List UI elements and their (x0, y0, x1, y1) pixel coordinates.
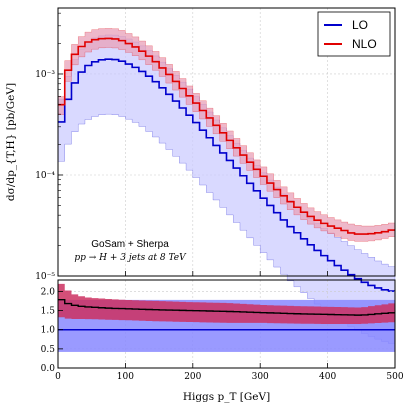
ratio-nlo-line (58, 299, 395, 316)
ratio-y-tick-label: 1.0 (41, 326, 56, 336)
ratio-series-lines (58, 299, 395, 331)
line-lo (58, 58, 395, 292)
ratio-y-ticks: 0.0 0.5 1.0 1.5 2.0 (41, 287, 63, 374)
main-y-axis-label: dσ/dp_{T,H} [pb/GeV] (5, 83, 17, 201)
legend-nlo-label: NLO (352, 37, 377, 51)
ratio-panel: 0.0 0.5 1.0 1.5 2.0 0 100 200 300 400 500 Higgs p… (41, 279, 404, 403)
main-panel: 10⁻⁵ 10⁻⁴ 10⁻³ dσ/dp_{T,H} [pb/GeV] LO NLO… (5, 7, 396, 344)
main-y-tick-label: 10⁻⁵ (35, 272, 55, 282)
main-series-lines (58, 37, 395, 292)
line-nlo (58, 37, 395, 235)
ratio-y-tick-label: 1.5 (41, 307, 56, 317)
ratio-y-tick-label: 2.0 (41, 287, 56, 297)
x-axis-label: Higgs p_T [GeV] (183, 391, 270, 403)
x-tick-label: 0 (55, 372, 61, 382)
annotation-generator: GoSam + Sherpa (91, 239, 169, 250)
main-plot-frame (57, 7, 396, 277)
ratio-y-tick-label: 0.0 (41, 364, 56, 374)
x-tick-label: 200 (184, 372, 201, 382)
x-tick-label: 300 (252, 372, 269, 382)
legend-box (317, 11, 391, 57)
ratio-plot-frame (57, 279, 396, 369)
ratio-y-tick-label: 0.5 (41, 345, 56, 355)
main-y-ticks: 10⁻⁵ 10⁻⁴ 10⁻³ (35, 12, 396, 282)
annotation-process: pp → H + 3 jets at 8 TeV (74, 253, 187, 263)
main-y-tick-label: 10⁻³ (35, 70, 55, 80)
x-tick-label: 500 (386, 372, 403, 382)
ratio-x-ticks: 0 100 200 300 400 500 (55, 363, 404, 382)
x-tick-label: 100 (117, 372, 134, 382)
legend-lo-label: LO (352, 18, 368, 32)
legend: LO NLO (317, 11, 391, 57)
x-tick-label: 400 (319, 372, 336, 382)
main-y-tick-label: 10⁻⁴ (35, 171, 55, 181)
